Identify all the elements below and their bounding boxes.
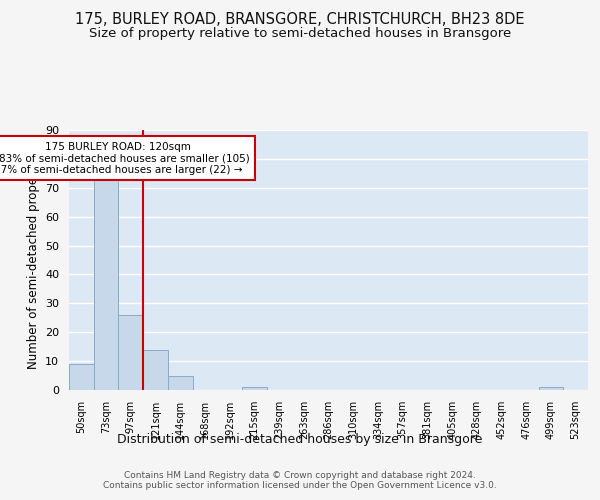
Y-axis label: Number of semi-detached properties: Number of semi-detached properties	[26, 150, 40, 370]
Text: Size of property relative to semi-detached houses in Bransgore: Size of property relative to semi-detach…	[89, 28, 511, 40]
Bar	[168, 376, 193, 390]
Bar	[69, 364, 94, 390]
Text: 175, BURLEY ROAD, BRANSGORE, CHRISTCHURCH, BH23 8DE: 175, BURLEY ROAD, BRANSGORE, CHRISTCHURC…	[75, 12, 525, 28]
Bar	[94, 179, 118, 390]
Text: Distribution of semi-detached houses by size in Bransgore: Distribution of semi-detached houses by …	[118, 432, 482, 446]
Bar	[539, 387, 563, 390]
Text: 175 BURLEY ROAD: 120sqm
← 83% of semi-detached houses are smaller (105)
17% of s: 175 BURLEY ROAD: 120sqm ← 83% of semi-de…	[0, 142, 250, 175]
Bar	[118, 315, 143, 390]
Bar	[242, 387, 267, 390]
Text: Contains HM Land Registry data © Crown copyright and database right 2024.
Contai: Contains HM Land Registry data © Crown c…	[103, 470, 497, 490]
Bar	[143, 350, 168, 390]
